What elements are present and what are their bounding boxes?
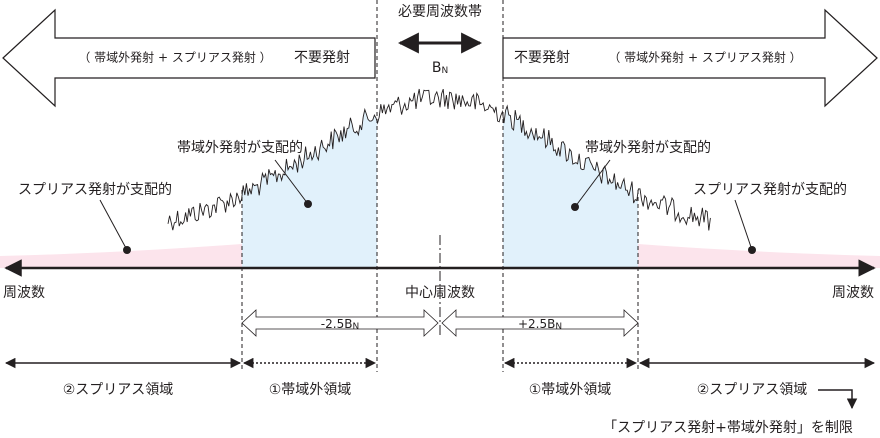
arrow-detail: （ 帯域外発射 + スプリアス発射 ） xyxy=(608,50,801,65)
callout-dots xyxy=(123,200,756,254)
callout: スプリアス発射が支配的 xyxy=(18,182,172,198)
arrow-detail: （ 帯域外発射 + スプリアス発射 ） xyxy=(78,50,271,65)
axis-label: 中心周波数 xyxy=(405,285,475,301)
spurious-area xyxy=(638,244,880,268)
callout-lines xyxy=(99,159,753,251)
region-label: ②スプリアス領域 xyxy=(697,381,808,398)
spurious-area xyxy=(0,244,242,268)
offset-label: -2.5BN xyxy=(321,317,359,332)
offset-base: +2.5B xyxy=(518,317,555,331)
region-label: ②スプリアス領域 xyxy=(63,381,174,398)
bandwidth-sub: N xyxy=(441,66,448,76)
region-label: ①帯域外領域 xyxy=(529,381,612,398)
spectrum-curve xyxy=(167,88,711,231)
offset-sub: N xyxy=(555,322,562,332)
boundaries xyxy=(241,0,639,372)
axis-label: 周波数 xyxy=(3,285,45,301)
callout: スプリアス発射が支配的 xyxy=(693,182,847,198)
region-label: ①帯域外領域 xyxy=(269,381,352,398)
offset-sub: N xyxy=(352,322,359,332)
note-arrow xyxy=(818,389,858,410)
unwanted-arrow-left xyxy=(2,8,376,108)
top-label: 必要周波数帯 xyxy=(398,4,482,20)
offset-label: +2.5BN xyxy=(518,317,562,332)
offset-arrow xyxy=(441,309,639,337)
offset-base: -2.5B xyxy=(321,317,353,331)
arrow-label: 不要発射 xyxy=(514,50,570,66)
bandwidth-label: BN xyxy=(432,60,448,76)
note: 「スプリアス発射+帯域外発射」を制限 xyxy=(603,420,853,436)
callout: 帯域外発射が支配的 xyxy=(177,140,303,156)
bandwidth-base: B xyxy=(432,60,442,76)
callout: 帯域外発射が支配的 xyxy=(585,140,711,156)
axis-label: 周波数 xyxy=(832,285,874,301)
offset-arrow xyxy=(241,309,439,337)
arrow-label: 不要発射 xyxy=(294,50,350,66)
